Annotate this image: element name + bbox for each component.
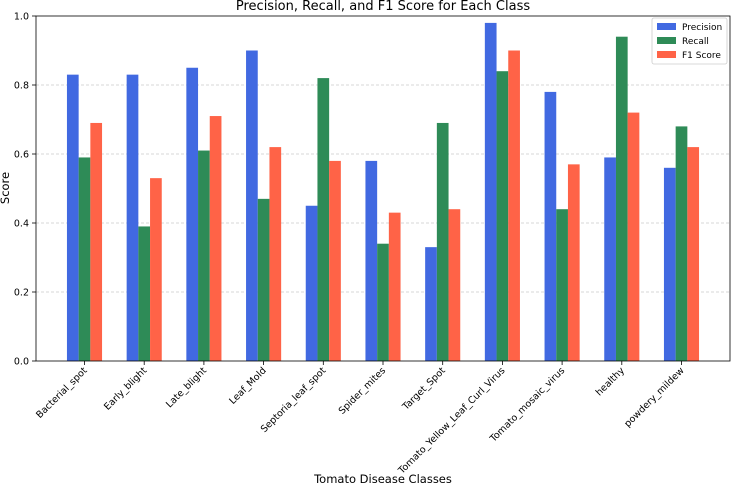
- bar-recall: [675, 126, 688, 362]
- bar-precision: [604, 157, 616, 361]
- x-tick-label: Septoria_leaf_spot: [259, 365, 329, 435]
- bar-recall: [317, 78, 330, 361]
- bars: [66, 22, 700, 362]
- x-tick-label: healthy: [594, 365, 627, 398]
- legend-label: F1 Score: [682, 51, 721, 61]
- y-tick-label: 0.8: [14, 81, 29, 92]
- x-tick-label: powdery_mildew: [622, 365, 686, 429]
- chart-title: Precision, Recall, and F1 Score for Each…: [236, 0, 530, 14]
- x-tick-label: Leaf_Mold: [227, 365, 268, 406]
- bar-f1-score: [90, 122, 103, 361]
- plot-frame: [35, 15, 731, 362]
- x-tick-label: Late_blight: [164, 365, 209, 410]
- bar-precision: [66, 74, 79, 362]
- bar-precision: [663, 167, 676, 361]
- bar-recall: [78, 157, 91, 361]
- y-tick-label: 0.2: [14, 288, 29, 299]
- x-tick-label: Tomato_Yellow_Leaf_Curl_Virus: [396, 365, 508, 477]
- y-tick-label: 1.0: [14, 12, 29, 23]
- legend-swatch: [657, 37, 676, 44]
- bar-recall: [138, 226, 151, 361]
- bar-recall: [556, 209, 568, 361]
- legend-swatch: [657, 23, 676, 30]
- x-tick-label: Early_blight: [102, 365, 149, 412]
- x-tick-label: Spider_mites: [337, 365, 388, 416]
- bar-precision: [365, 160, 378, 361]
- bar-precision: [246, 50, 258, 361]
- bar-precision: [425, 247, 437, 361]
- y-axis-ticks: 0.0 0.2 0.4 0.6 0.8 1.0: [14, 12, 36, 368]
- bar-precision: [126, 74, 139, 362]
- bar-recall: [496, 71, 509, 361]
- x-axis-ticks: Bacterial_spot Early_blight Late_blight Lea…: [34, 361, 687, 477]
- bar-f1-score: [388, 212, 401, 361]
- bar-precision: [305, 205, 318, 361]
- bar-precision: [186, 67, 199, 361]
- bar-f1-score: [150, 178, 162, 361]
- bar-f1-score: [269, 147, 282, 361]
- legend-label: Precision: [682, 23, 722, 33]
- bar-f1-score: [508, 50, 520, 361]
- bar-f1-score: [209, 116, 222, 361]
- bar-recall: [257, 198, 270, 361]
- bar-f1-score: [448, 209, 461, 361]
- y-tick-label: 0.0: [14, 357, 29, 368]
- bar-f1-score: [567, 164, 580, 361]
- y-tick-label: 0.4: [14, 219, 29, 230]
- x-axis-label: Tomato Disease Classes: [313, 472, 452, 484]
- bar-f1-score: [329, 160, 341, 361]
- bar-f1-score: [627, 112, 640, 361]
- legend: Precision Recall F1 Score: [651, 17, 728, 65]
- legend-swatch: [657, 51, 676, 58]
- y-tick-label: 0.6: [14, 150, 29, 161]
- bar-recall: [436, 122, 449, 361]
- x-tick-label: Bacterial_spot: [34, 365, 90, 421]
- bar-recall: [377, 243, 389, 361]
- bar-f1-score: [687, 147, 700, 361]
- bar-precision: [484, 22, 497, 362]
- legend-label: Recall: [682, 37, 709, 47]
- y-axis-label: Score: [0, 172, 12, 204]
- bar-recall: [198, 150, 210, 361]
- bar-precision: [544, 91, 557, 362]
- bar-recall: [615, 36, 628, 361]
- x-tick-label: Target_Spot: [400, 365, 448, 413]
